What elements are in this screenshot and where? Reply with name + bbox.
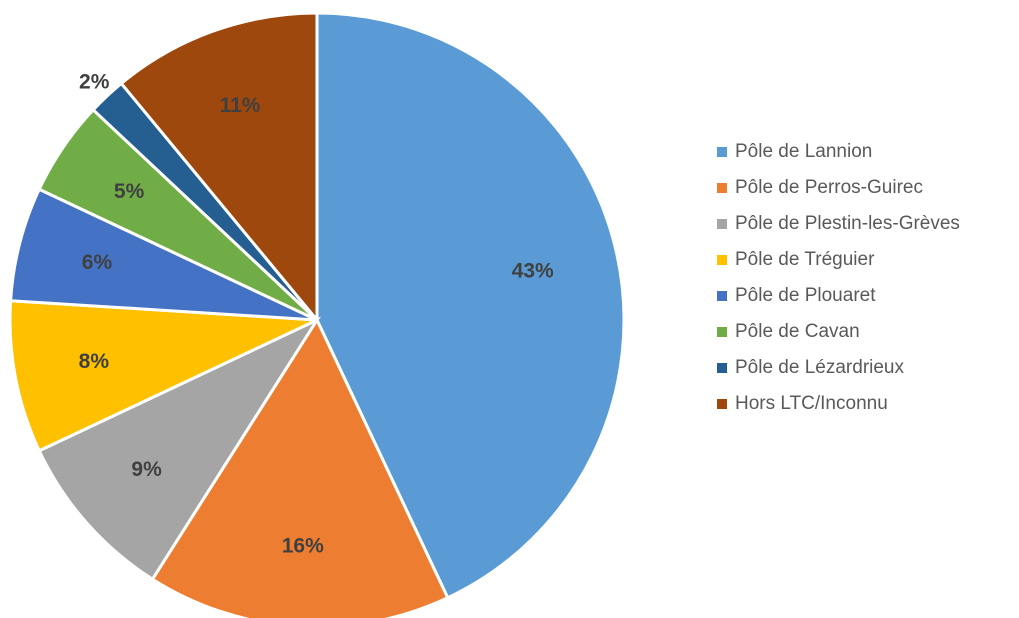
legend-label: Pôle de Lannion: [735, 141, 872, 162]
legend-swatch: [717, 183, 727, 193]
pie-slice: [150, 316, 450, 618]
pie-slice: [8, 299, 318, 453]
data-label: 8%: [79, 350, 110, 373]
legend-label: Pôle de Cavan: [735, 321, 860, 342]
legend-swatch: [717, 219, 727, 229]
legend-label: Pôle de Perros-Guirec: [735, 177, 923, 198]
data-label: 2%: [79, 70, 110, 93]
data-label: 9%: [131, 458, 162, 481]
legend-label: Pôle de Plestin-les-Grèves: [735, 213, 960, 234]
legend-swatch: [717, 255, 727, 265]
data-label: 11%: [220, 94, 261, 117]
data-label: 16%: [282, 534, 324, 557]
legend-label: Pôle de Tréguier: [735, 249, 875, 270]
legend-label: Pôle de Lézardrieux: [735, 357, 904, 378]
data-label: 43%: [512, 259, 554, 282]
legend-label: Pôle de Plouaret: [735, 285, 876, 306]
legend-label: Hors LTC/Inconnu: [735, 393, 888, 414]
legend-swatch: [717, 327, 727, 337]
pie-slice: [37, 316, 322, 582]
legend-swatch: [717, 399, 727, 409]
legend-swatch: [717, 291, 727, 301]
legend-swatch: [717, 147, 727, 157]
legend-swatch: [717, 363, 727, 373]
pie-slice: [315, 11, 626, 600]
data-label: 6%: [82, 251, 113, 274]
pie-slice: [119, 11, 319, 325]
data-label: 5%: [114, 180, 145, 203]
